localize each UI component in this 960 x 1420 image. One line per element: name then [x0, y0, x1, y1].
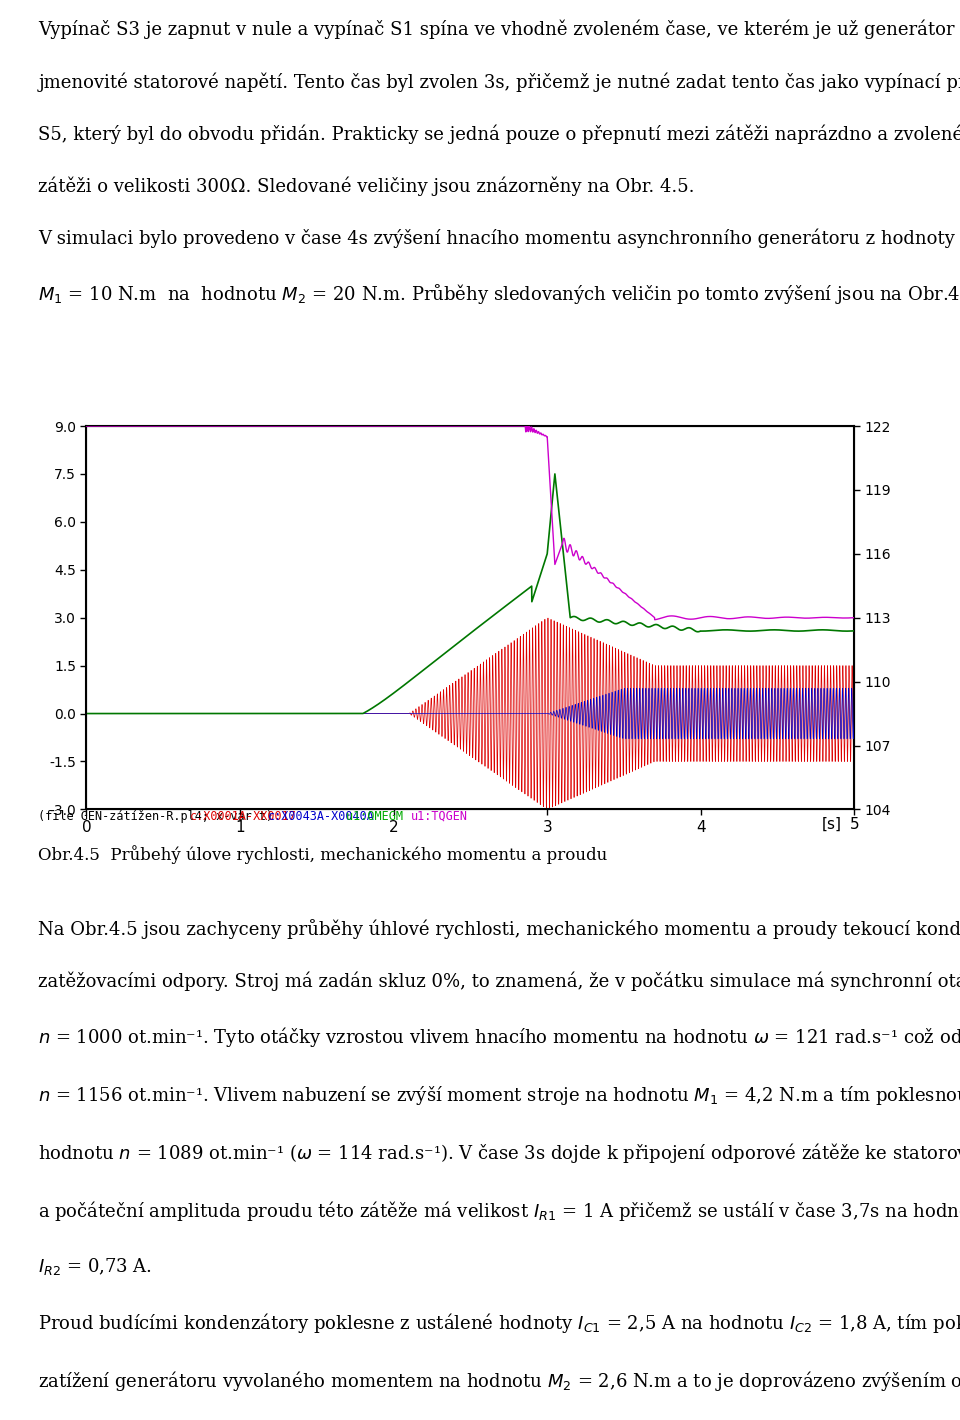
- Text: c:X0043A-X0040A: c:X0043A-X0040A: [268, 809, 374, 824]
- Text: c:X0001A-XX0017: c:X0001A-XX0017: [190, 809, 297, 824]
- Text: u1:OMEGM: u1:OMEGM: [347, 809, 432, 824]
- Text: Vypínač S3 je zapnut v nule a vypínač S1 spína ve vhodně zvoleném čase, ve které: Vypínač S3 je zapnut v nule a vypínač S1…: [38, 20, 960, 307]
- Text: Na Obr.4.5 jsou zachyceny průběhy úhlové rychlosti, mechanického momentu a proud: Na Obr.4.5 jsou zachyceny průběhy úhlové…: [38, 919, 960, 1420]
- Text: u1:TQGEN: u1:TQGEN: [411, 809, 468, 824]
- Text: Obr.4.5  Průbehý úlove rychlosti, mechanického momentu a proudu: Obr.4.5 Průbehý úlove rychlosti, mechani…: [38, 845, 608, 863]
- Text: (file GEN-zátížen-R.pl4; x-var t): (file GEN-zátížen-R.pl4; x-var t): [38, 809, 288, 824]
- Text: 5: 5: [850, 816, 859, 832]
- Text: [s]: [s]: [822, 816, 841, 832]
